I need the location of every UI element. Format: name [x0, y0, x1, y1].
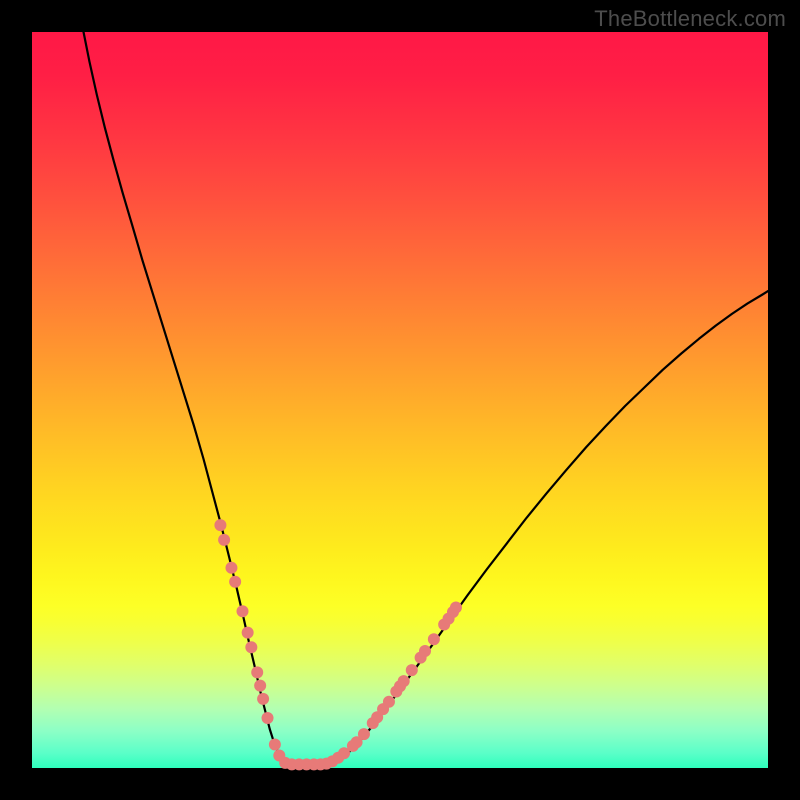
plot-background: [32, 32, 768, 768]
chart-frame: TheBottleneck.com: [0, 0, 800, 800]
data-marker: [358, 728, 370, 740]
data-marker: [450, 602, 462, 614]
bottleneck-chart: [0, 0, 800, 800]
data-marker: [398, 675, 410, 687]
data-marker: [214, 519, 226, 531]
data-marker: [251, 666, 263, 678]
data-marker: [225, 562, 237, 574]
data-marker: [257, 693, 269, 705]
data-marker: [419, 645, 431, 657]
data-marker: [229, 576, 241, 588]
data-marker: [237, 605, 249, 617]
watermark-label: TheBottleneck.com: [594, 6, 786, 32]
data-marker: [218, 534, 230, 546]
data-marker: [406, 664, 418, 676]
data-marker: [269, 738, 281, 750]
data-marker: [383, 696, 395, 708]
data-marker: [254, 680, 266, 692]
data-marker: [428, 633, 440, 645]
data-marker: [262, 712, 274, 724]
data-marker: [242, 627, 254, 639]
data-marker: [245, 641, 257, 653]
